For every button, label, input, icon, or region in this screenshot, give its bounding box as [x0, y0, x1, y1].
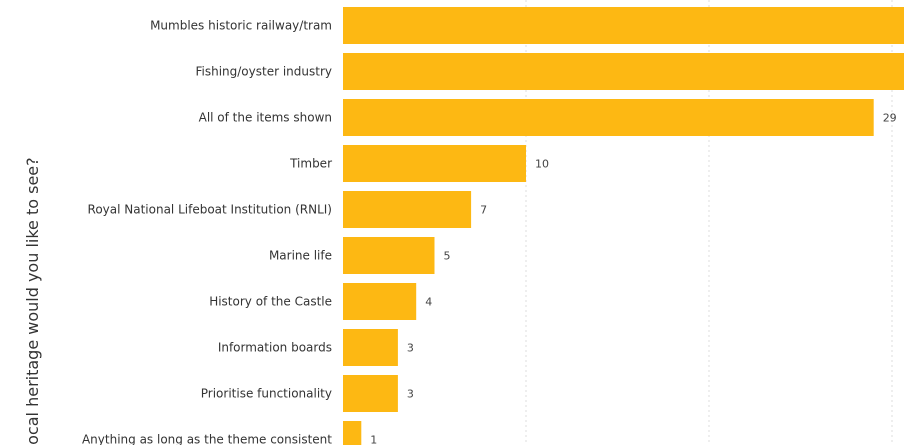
bar-layer: [343, 7, 904, 445]
category-label: Royal National Lifeboat Institution (RNL…: [88, 203, 332, 217]
value-label: 7: [480, 204, 487, 217]
bar[interactable]: [343, 329, 398, 366]
value-label: 10: [535, 158, 549, 171]
category-label: Marine life: [269, 249, 332, 263]
bar[interactable]: [343, 7, 904, 44]
value-label: 3: [407, 388, 414, 401]
category-label: Anything as long as the theme consistent: [82, 433, 332, 445]
value-label: 29: [883, 112, 897, 125]
value-label: 4: [425, 296, 432, 309]
category-label: Mumbles historic railway/tram: [150, 19, 332, 33]
grid-layer: [525, 0, 893, 445]
category-label: All of the items shown: [199, 111, 332, 125]
category-label: Fishing/oyster industry: [195, 65, 332, 79]
bar[interactable]: [343, 53, 904, 90]
bar[interactable]: [343, 145, 526, 182]
bar[interactable]: [343, 191, 472, 228]
bar[interactable]: [343, 375, 398, 412]
bar[interactable]: [343, 99, 874, 136]
bar[interactable]: [343, 237, 435, 274]
category-label: Prioritise functionality: [201, 387, 332, 401]
value-label: 5: [444, 250, 451, 263]
bar[interactable]: [343, 421, 362, 445]
category-label: History of the Castle: [209, 295, 332, 309]
label-layer: Mumbles historic railway/tram Fishing/oys…: [82, 19, 897, 445]
value-label: 3: [407, 342, 414, 355]
value-label: 1: [370, 434, 377, 445]
category-label: Timber: [289, 157, 332, 171]
category-label: Information boards: [218, 341, 332, 355]
y-axis-title: f local heritage would you like to see?: [23, 157, 42, 445]
bar[interactable]: [343, 283, 417, 320]
